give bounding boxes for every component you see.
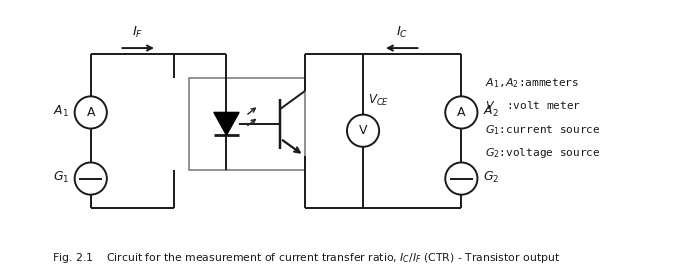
Bar	[189, 78, 304, 170]
Text: $V_{CE}$: $V_{CE}$	[368, 92, 389, 108]
Text: $G_1$: $G_1$	[53, 170, 69, 185]
Text: A: A	[87, 106, 95, 119]
Text: $V$  :volt meter: $V$ :volt meter	[485, 99, 581, 111]
Text: V: V	[359, 124, 368, 137]
Text: $I_F$: $I_F$	[132, 25, 144, 40]
Text: $G_2$:voltage source: $G_2$:voltage source	[485, 146, 601, 160]
Text: $I_C$: $I_C$	[396, 25, 408, 40]
Text: A: A	[457, 106, 466, 119]
Text: $A_2$: $A_2$	[483, 104, 498, 119]
Text: $G_2$: $G_2$	[483, 170, 499, 185]
Text: Fig. 2.1    Circuit for the measurement of current transfer ratio, $I_C$/$I_F$ (: Fig. 2.1 Circuit for the measurement of …	[52, 251, 560, 265]
Text: $A_1$,$A_2$:ammeters: $A_1$,$A_2$:ammeters	[485, 76, 579, 90]
Text: $A_1$: $A_1$	[53, 104, 69, 119]
Polygon shape	[214, 112, 239, 135]
Text: $G_1$:current source: $G_1$:current source	[485, 123, 601, 137]
